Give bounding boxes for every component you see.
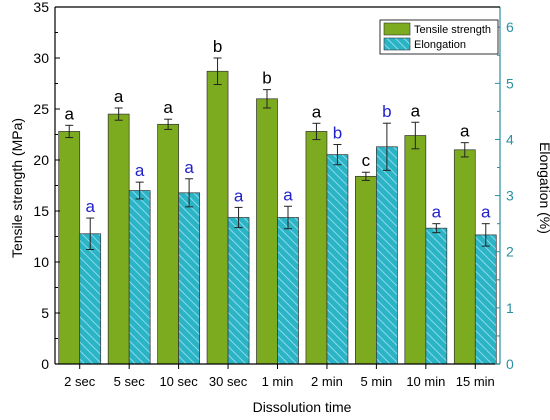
legend: Tensile strength Elongation	[379, 19, 499, 55]
x-tick-label: 1 min	[262, 374, 294, 389]
x-tick-label: 2 min	[311, 374, 343, 389]
significance-letter-elongation: a	[184, 158, 194, 177]
significance-letter-tensile: a	[312, 102, 322, 121]
bar-elongation	[178, 192, 200, 365]
bar-tensile	[404, 135, 427, 365]
y-tick-label-left: 0	[41, 356, 49, 372]
bar-tensile	[453, 149, 476, 365]
bar-elongation	[227, 217, 250, 365]
legend-swatch-elongation	[383, 37, 411, 51]
y-tick-label-right: 6	[506, 19, 514, 35]
significance-letter-tensile: b	[213, 37, 222, 56]
significance-letter-elongation: a	[85, 197, 95, 216]
significance-letter-tensile: a	[114, 87, 124, 106]
significance-letter-tensile: b	[262, 69, 271, 88]
y-tick-label-left: 30	[33, 50, 49, 66]
x-tick-label: 10 min	[406, 374, 445, 389]
significance-letter-tensile: c	[362, 151, 371, 170]
x-tick-label: 10 sec	[159, 374, 198, 389]
bar-elongation	[474, 234, 497, 365]
significance-letter-elongation: b	[382, 102, 391, 121]
y-tick-label-right: 4	[506, 131, 514, 147]
y-tick-label-right: 2	[506, 244, 514, 260]
y-tick-label-left: 35	[33, 0, 49, 15]
legend-swatch-tensile	[383, 22, 411, 36]
x-axis-label: Dissolution time	[253, 399, 352, 415]
significance-letter-tensile: a	[411, 101, 421, 120]
bar-tensile	[355, 175, 377, 365]
axes: 0 5 10 15 20 25 30 35 0 1 2 3 4 5 6 2 sec 5 sec 10 sec 30 …	[33, 0, 514, 389]
significance-letter-elongation: a	[234, 186, 244, 205]
y-tick-label-left: 20	[33, 152, 49, 168]
y-tick-label-left: 25	[33, 101, 49, 117]
bar-elongation	[277, 217, 299, 365]
x-tick-label: 5 sec	[114, 374, 146, 389]
bar-tensile	[157, 123, 179, 365]
bar-elongation	[79, 233, 102, 365]
significance-letter-tensile: a	[163, 98, 173, 117]
y-axis-label-left: Tensile strength (MPa)	[9, 118, 25, 258]
legend-label-elongation: Elongation	[414, 39, 466, 51]
bar-elongation	[128, 190, 151, 365]
x-tick-label: 15 min	[456, 374, 495, 389]
bar-elongation	[376, 146, 398, 365]
y-tick-label-right: 3	[506, 188, 514, 204]
bar-tensile	[305, 131, 328, 365]
bar-tensile	[206, 70, 229, 365]
y-tick-label-right: 5	[506, 75, 514, 91]
y-tick-label-left: 15	[33, 203, 49, 219]
y-tick-label-right: 0	[506, 356, 514, 372]
y-tick-label-left: 5	[41, 305, 49, 321]
bar-elongation	[425, 227, 448, 365]
legend-label-tensile: Tensile strength	[414, 24, 491, 36]
bar-tensile	[107, 113, 130, 365]
x-tick-label: 2 sec	[64, 374, 96, 389]
significance-letter-tensile: a	[460, 122, 470, 141]
significance-letter-elongation: a	[481, 203, 491, 222]
x-tick-label: 30 sec	[209, 374, 248, 389]
significance-letter-elongation: a	[283, 185, 293, 204]
y-axis-label-right: Elongation (%)	[537, 142, 550, 234]
bar-tensile	[256, 98, 278, 365]
significance-letter-tensile: a	[64, 104, 74, 123]
bar-elongation	[326, 154, 349, 365]
significance-letter-elongation: a	[135, 161, 145, 180]
y-tick-label-left: 10	[33, 254, 49, 270]
y-tick-label-right: 1	[506, 300, 514, 316]
significance-letter-elongation: a	[432, 203, 442, 222]
significance-letter-elongation: b	[333, 124, 342, 143]
bar-tensile	[58, 131, 81, 365]
x-tick-label: 5 min	[360, 374, 392, 389]
